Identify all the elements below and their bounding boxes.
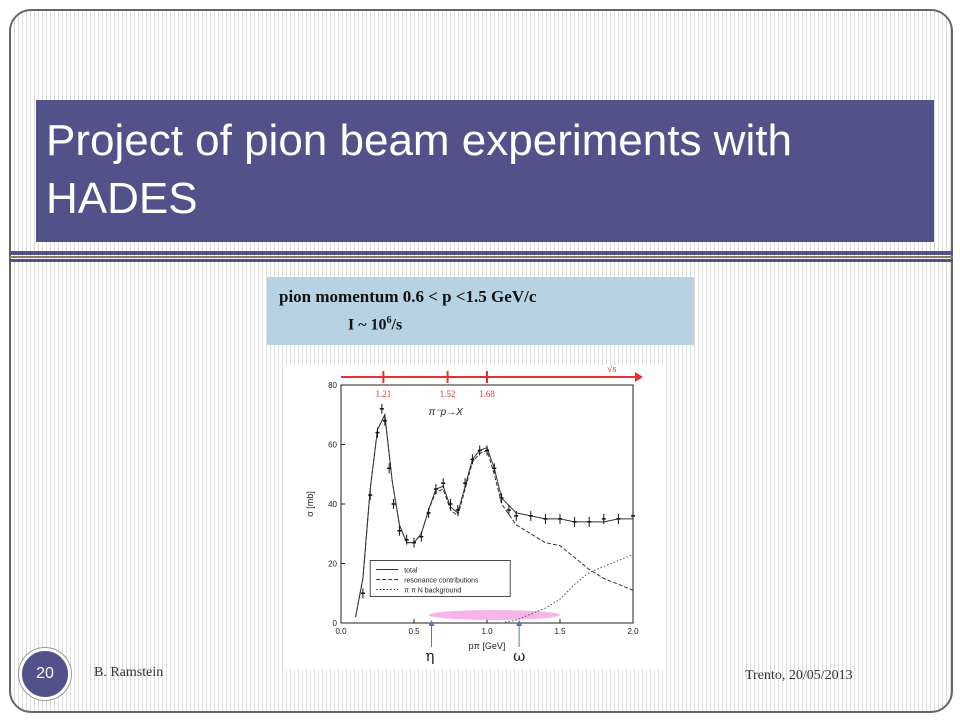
title-rule-lower	[9, 259, 953, 262]
threshold-label: ω	[513, 647, 525, 665]
sqrt-s-tick-label: 1.68	[479, 389, 495, 399]
legend-label: π π N background	[404, 588, 461, 595]
pion-momentum-text: pion momentum 0.6 < p <1.5 GeV/c	[279, 287, 537, 306]
title-rule	[9, 251, 953, 255]
threshold-arrowhead	[516, 620, 523, 626]
intensity-text: I ~ 106/s	[348, 315, 402, 334]
series--n-background	[501, 554, 634, 624]
title-banner	[36, 100, 934, 242]
chart-svg: 0 20 40 60 80 0.0 0.5 1.0 1.5 2.0 σ [mb] pπ [GeV] π⁻…	[305, 364, 643, 665]
y-tick-label: 60	[328, 441, 337, 450]
threshold-label: η	[426, 647, 435, 665]
series-resonance-contributions	[355, 412, 634, 618]
y-axis-label: σ [mb]	[305, 491, 315, 517]
x-tick-label: 1.5	[554, 627, 566, 636]
sqrt-s-tick-label: 1.21	[375, 389, 391, 399]
intensity-prefix: I ~ 10	[348, 316, 387, 334]
intensity-suffix: /s	[391, 316, 403, 334]
x-tick-label: 0.0	[335, 627, 347, 636]
sqrt-s-label: √s	[607, 365, 616, 375]
x-tick-label: 0.5	[408, 627, 420, 636]
legend-label: total	[404, 568, 418, 575]
info-box	[267, 277, 694, 345]
chart-title: π⁻p→X	[429, 407, 464, 418]
slide-title: Project of pion beam experiments with HA…	[46, 116, 792, 223]
legend-box	[369, 560, 511, 597]
page-number-badge: 20	[19, 648, 71, 700]
title-rule-accent	[9, 256, 953, 258]
threshold-arrowhead	[428, 620, 435, 626]
intensity-exponent: 6	[386, 315, 392, 326]
venue-date: Trento, 20/05/2013	[745, 668, 853, 683]
sqrt-s-tick-label: 1.52	[440, 389, 456, 399]
x-axis-label: pπ [GeV]	[469, 641, 506, 651]
x-tick-label: 2.0	[627, 627, 639, 636]
momentum-range-highlight	[428, 610, 560, 620]
sqrt-s-arrowhead	[635, 372, 643, 382]
author: B. Ramstein	[94, 665, 164, 680]
y-tick-label: 0	[333, 619, 338, 628]
x-tick-label: 1.0	[481, 627, 493, 636]
y-tick-label: 20	[328, 560, 337, 569]
legend-label: resonance contributions	[404, 578, 479, 585]
y-tick-label: 80	[328, 381, 337, 390]
cross-section-plot: 0 20 40 60 80 0.0 0.5 1.0 1.5 2.0 σ [mb] pπ [GeV] π⁻…	[285, 364, 665, 670]
y-tick-label: 40	[328, 500, 337, 509]
